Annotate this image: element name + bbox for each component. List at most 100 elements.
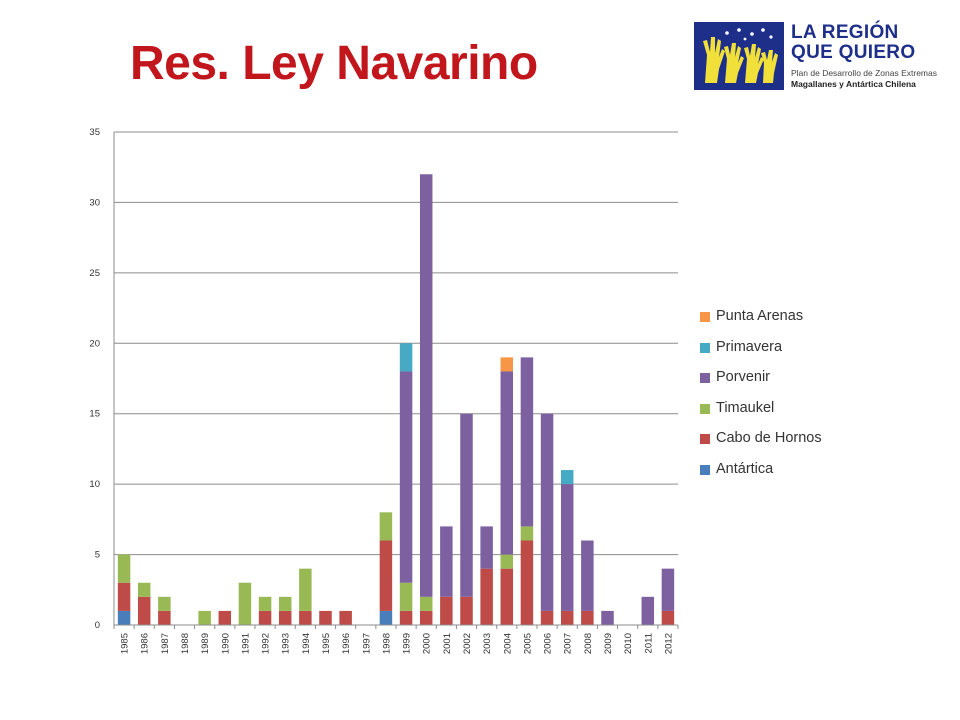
bar-segment-cabo-de-hornos bbox=[339, 610, 352, 625]
x-tick-label: 1998 bbox=[381, 633, 392, 654]
y-tick-label: 5 bbox=[95, 550, 100, 561]
bar-segment-cabo-de-hornos bbox=[319, 610, 332, 625]
bar-segment-cabo-de-hornos bbox=[440, 596, 453, 625]
x-tick-label: 1992 bbox=[261, 633, 272, 654]
x-tick-label: 2005 bbox=[522, 633, 533, 654]
legend-swatch bbox=[700, 434, 710, 444]
legend-swatch bbox=[700, 342, 710, 353]
bar-segment-cabo-de-hornos bbox=[379, 540, 393, 611]
logo-hands-icon bbox=[694, 22, 784, 90]
chart-bars bbox=[117, 174, 675, 625]
x-tick-label: 1990 bbox=[220, 633, 231, 654]
x-tick-label: 1991 bbox=[240, 633, 251, 654]
bar-segment-cabo-de-hornos bbox=[158, 610, 171, 625]
logo: LA REGIÓN QUE QUIERO Plan de Desarrollo … bbox=[694, 22, 958, 92]
bar-segment-timaukel bbox=[158, 596, 171, 611]
x-tick-label: 2010 bbox=[623, 633, 634, 654]
bar-segment-cabo-de-hornos bbox=[419, 610, 433, 625]
bar-segment-timaukel bbox=[117, 554, 131, 583]
bar-segment-porvenir bbox=[540, 413, 554, 611]
bar-segment-punta-arenas bbox=[500, 357, 514, 372]
x-tick-label: 2006 bbox=[543, 633, 554, 654]
x-tick-label: 1999 bbox=[402, 633, 413, 654]
x-tick-label: 1986 bbox=[140, 633, 151, 654]
bar-segment-cabo-de-hornos bbox=[480, 568, 493, 625]
bar-segment-porvenir bbox=[581, 540, 594, 611]
bar-segment-timaukel bbox=[238, 582, 252, 625]
bar-segment-porvenir bbox=[500, 371, 514, 555]
bar-segment-cabo-de-hornos bbox=[661, 610, 675, 625]
legend-swatch bbox=[700, 312, 710, 322]
legend-label: Primavera bbox=[716, 338, 783, 355]
y-tick-label: 35 bbox=[89, 127, 100, 138]
legend-swatch bbox=[700, 464, 710, 475]
bar-segment-porvenir bbox=[560, 484, 574, 611]
bar-segment-porvenir bbox=[440, 526, 453, 597]
bar-segment-cabo-de-hornos bbox=[137, 596, 151, 625]
bar-segment-timaukel bbox=[399, 582, 413, 611]
bar-segment-cabo-de-hornos bbox=[500, 568, 514, 625]
bar-segment-porvenir bbox=[480, 526, 493, 569]
bar-segment-timaukel bbox=[258, 596, 272, 611]
legend-swatch bbox=[700, 403, 710, 414]
bar-segment-cabo-de-hornos bbox=[581, 610, 594, 625]
x-tick-label: 1985 bbox=[120, 633, 131, 654]
bar-segment-cabo-de-hornos bbox=[520, 540, 534, 625]
x-tick-label: 1996 bbox=[341, 633, 352, 654]
bar-segment-cabo-de-hornos bbox=[560, 610, 574, 625]
x-tick-label: 2004 bbox=[502, 633, 513, 654]
bar-segment-primavera bbox=[560, 470, 574, 485]
x-tick-label: 2000 bbox=[422, 633, 433, 654]
x-tick-label: 2007 bbox=[563, 633, 574, 654]
bar-segment-porvenir bbox=[641, 596, 655, 625]
y-tick-label: 30 bbox=[89, 197, 100, 208]
x-tick-label: 2011 bbox=[643, 633, 654, 653]
bar-segment-timaukel bbox=[500, 554, 514, 569]
legend-label: Cabo de Hornos bbox=[716, 430, 822, 446]
page-title: Res. Ley Navarino bbox=[130, 37, 538, 90]
bar-segment-porvenir bbox=[601, 610, 614, 625]
bar-segment-porvenir bbox=[520, 357, 534, 527]
bar-segment-cabo-de-hornos bbox=[258, 610, 272, 625]
bar-segment-cabo-de-hornos bbox=[278, 610, 292, 625]
bar-segment-ant-rtica bbox=[379, 610, 393, 625]
bar-segment-timaukel bbox=[299, 568, 312, 611]
x-axis: 1985 1986 1987 1988 1989 1990 1991 1992 1993 1994… bbox=[113, 624, 679, 654]
y-tick-label: 20 bbox=[89, 338, 100, 349]
y-axis: 0 5 10 15 20 25 30 35 bbox=[89, 127, 115, 631]
legend-label: Porvenir bbox=[716, 369, 770, 385]
bar-segment-cabo-de-hornos bbox=[299, 610, 312, 625]
bar-segment-timaukel bbox=[278, 596, 292, 611]
x-tick-label: 1997 bbox=[361, 633, 372, 654]
bar-segment-cabo-de-hornos bbox=[117, 582, 131, 611]
logo-text-line1: LA REGIÓN bbox=[791, 22, 899, 43]
x-tick-label: 1994 bbox=[301, 633, 312, 654]
logo-subtitle-2: Magallanes y Antártica Chilena bbox=[791, 79, 916, 89]
bar-segment-ant-rtica bbox=[117, 610, 131, 625]
bar-segment-timaukel bbox=[419, 596, 433, 611]
x-tick-label: 2009 bbox=[603, 633, 614, 654]
legend-label: Antártica bbox=[716, 460, 774, 477]
y-tick-label: 15 bbox=[89, 409, 100, 420]
legend-label: Timaukel bbox=[716, 399, 775, 416]
logo-subtitle-1: Plan de Desarrollo de Zonas Extremas bbox=[791, 68, 937, 78]
bar-segment-porvenir bbox=[661, 568, 675, 611]
bar-segment-cabo-de-hornos bbox=[218, 610, 232, 625]
x-tick-label: 2003 bbox=[482, 633, 493, 654]
bar-segment-cabo-de-hornos bbox=[399, 610, 413, 625]
legend-label: Punta Arenas bbox=[716, 308, 804, 324]
legend-swatch bbox=[700, 373, 710, 383]
bar-segment-timaukel bbox=[137, 582, 151, 597]
logo-text-line2: QUE QUIERO bbox=[791, 42, 916, 63]
y-tick-label: 10 bbox=[89, 479, 100, 490]
bar-segment-cabo-de-hornos bbox=[540, 610, 554, 625]
bar-segment-porvenir bbox=[419, 174, 433, 597]
y-tick-label: 0 bbox=[95, 620, 100, 631]
bar-segment-cabo-de-hornos bbox=[460, 596, 473, 625]
x-tick-label: 1988 bbox=[180, 633, 191, 654]
x-tick-label: 2012 bbox=[663, 633, 674, 654]
y-tick-label: 25 bbox=[89, 268, 100, 279]
x-tick-label: 2008 bbox=[583, 633, 594, 654]
bar-segment-primavera bbox=[399, 343, 413, 372]
